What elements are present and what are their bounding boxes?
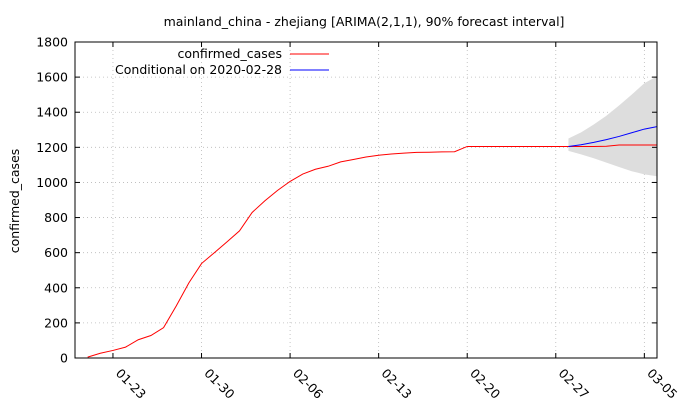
x-tick-label: 01-30 — [201, 366, 237, 400]
legend-label-confirmed-cases: confirmed_cases — [177, 46, 282, 61]
series-lines — [87, 126, 658, 358]
y-tick-label: 600 — [44, 245, 68, 260]
y-tick-label: 400 — [44, 280, 68, 295]
y-tick-label: 1800 — [36, 35, 68, 50]
chart-title: mainland_china - zhejiang [ARIMA(2,1,1),… — [164, 14, 565, 29]
y-tick-label: 0 — [60, 351, 68, 366]
x-tick-label: 02-06 — [290, 366, 326, 400]
x-axis-ticks: 01-23 01-30 02-06 02-13 02-20 02-27 03-05 — [112, 42, 680, 400]
y-tick-label: 1600 — [36, 70, 68, 85]
legend: confirmed_cases Conditional on 2020-02-2… — [115, 46, 329, 77]
y-axis-label: confirmed_cases — [7, 149, 22, 254]
y-tick-label: 800 — [44, 210, 68, 225]
x-tick-label: 02-20 — [467, 366, 503, 400]
legend-label-conditional: Conditional on 2020-02-28 — [115, 62, 282, 77]
y-axis-ticks: 0 200 400 600 800 1000 1200 1400 1600 1800 — [36, 35, 657, 366]
x-tick-label: 03-05 — [644, 366, 680, 400]
series-line-conditional — [568, 126, 658, 147]
series-line-confirmed-cases — [87, 144, 657, 358]
x-tick-label: 02-27 — [556, 366, 592, 400]
y-tick-label: 1400 — [36, 105, 68, 120]
forecast-interval-area — [568, 76, 657, 177]
y-tick-label: 200 — [44, 315, 68, 330]
x-tick-label: 01-23 — [113, 366, 149, 400]
x-tick-label: 02-13 — [379, 366, 415, 400]
plot-frame — [74, 41, 658, 359]
y-tick-label: 1200 — [36, 140, 68, 155]
grid — [75, 41, 657, 359]
y-tick-label: 1000 — [36, 175, 68, 190]
forecast-band — [568, 76, 657, 177]
